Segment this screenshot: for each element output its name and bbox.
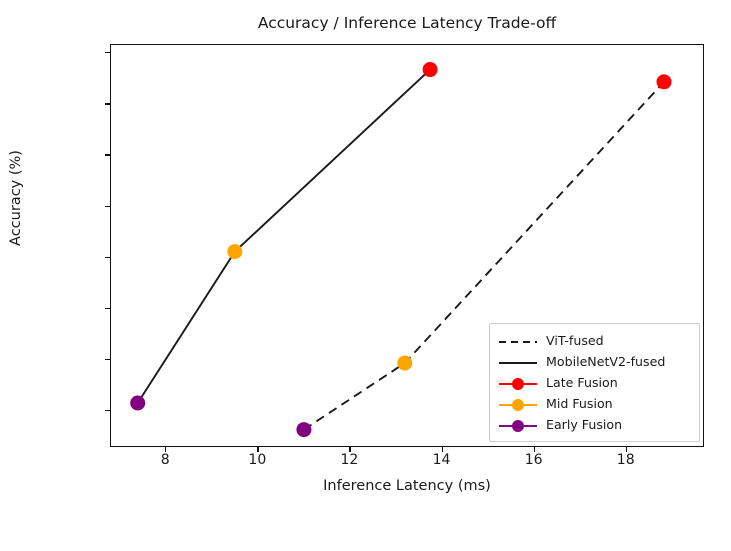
y-axis-label: Accuracy (%) xyxy=(8,150,24,246)
data-point-mid-fusion[interactable] xyxy=(397,355,413,371)
data-point-mid-fusion[interactable] xyxy=(227,244,243,260)
legend-swatch-icon xyxy=(498,376,538,390)
x-tick-mark xyxy=(257,447,259,452)
x-tick-label: 18 xyxy=(616,452,635,468)
y-tick-mark xyxy=(105,256,110,258)
y-tick-mark xyxy=(105,52,110,54)
data-point-early-fusion[interactable] xyxy=(296,422,312,438)
legend-swatch-icon xyxy=(498,418,538,432)
x-tick-label: 8 xyxy=(160,452,170,468)
chart-canvas xyxy=(130,62,672,438)
x-tick-mark xyxy=(625,447,627,452)
legend-swatch-icon xyxy=(498,355,538,369)
x-axis-label: Inference Latency (ms) xyxy=(323,478,491,494)
legend-label: Early Fusion xyxy=(546,417,623,432)
legend-item[interactable]: Mid Fusion xyxy=(498,393,691,414)
x-tick-mark xyxy=(441,447,443,452)
y-tick-mark xyxy=(105,154,110,156)
y-tick-mark xyxy=(105,359,110,361)
legend-item[interactable]: Late Fusion xyxy=(498,372,691,393)
x-tick-label: 16 xyxy=(524,452,543,468)
plot-area xyxy=(110,44,704,447)
x-tick-label: 14 xyxy=(432,452,451,468)
data-point-late-fusion[interactable] xyxy=(656,74,672,90)
series-line-mobilenetv2-fused xyxy=(136,68,431,404)
legend-label: ViT-fused xyxy=(546,333,604,348)
y-tick-mark xyxy=(105,410,110,412)
x-tick-mark xyxy=(165,447,167,452)
chart-legend: ViT-fused MobileNetV2-fused Late Fusion Mid… xyxy=(489,323,700,442)
x-tick-mark xyxy=(533,447,535,452)
legend-swatch-icon xyxy=(498,397,538,411)
legend-label: Late Fusion xyxy=(546,375,618,390)
legend-label: MobileNetV2-fused xyxy=(546,354,666,369)
data-point-late-fusion[interactable] xyxy=(422,62,438,78)
x-tick-label: 12 xyxy=(340,452,359,468)
data-point-early-fusion[interactable] xyxy=(130,395,146,411)
y-tick-mark xyxy=(105,205,110,207)
x-tick-mark xyxy=(349,447,351,452)
legend-item[interactable]: ViT-fused xyxy=(498,330,691,351)
x-tick-label: 10 xyxy=(248,452,267,468)
y-tick-mark xyxy=(105,103,110,105)
legend-label: Mid Fusion xyxy=(546,396,613,411)
legend-swatch-icon xyxy=(498,334,538,348)
legend-item[interactable]: Early Fusion xyxy=(498,414,691,435)
chart-title: Accuracy / Inference Latency Trade-off xyxy=(257,14,557,32)
legend-item[interactable]: MobileNetV2-fused xyxy=(498,351,691,372)
y-tick-mark xyxy=(105,307,110,310)
